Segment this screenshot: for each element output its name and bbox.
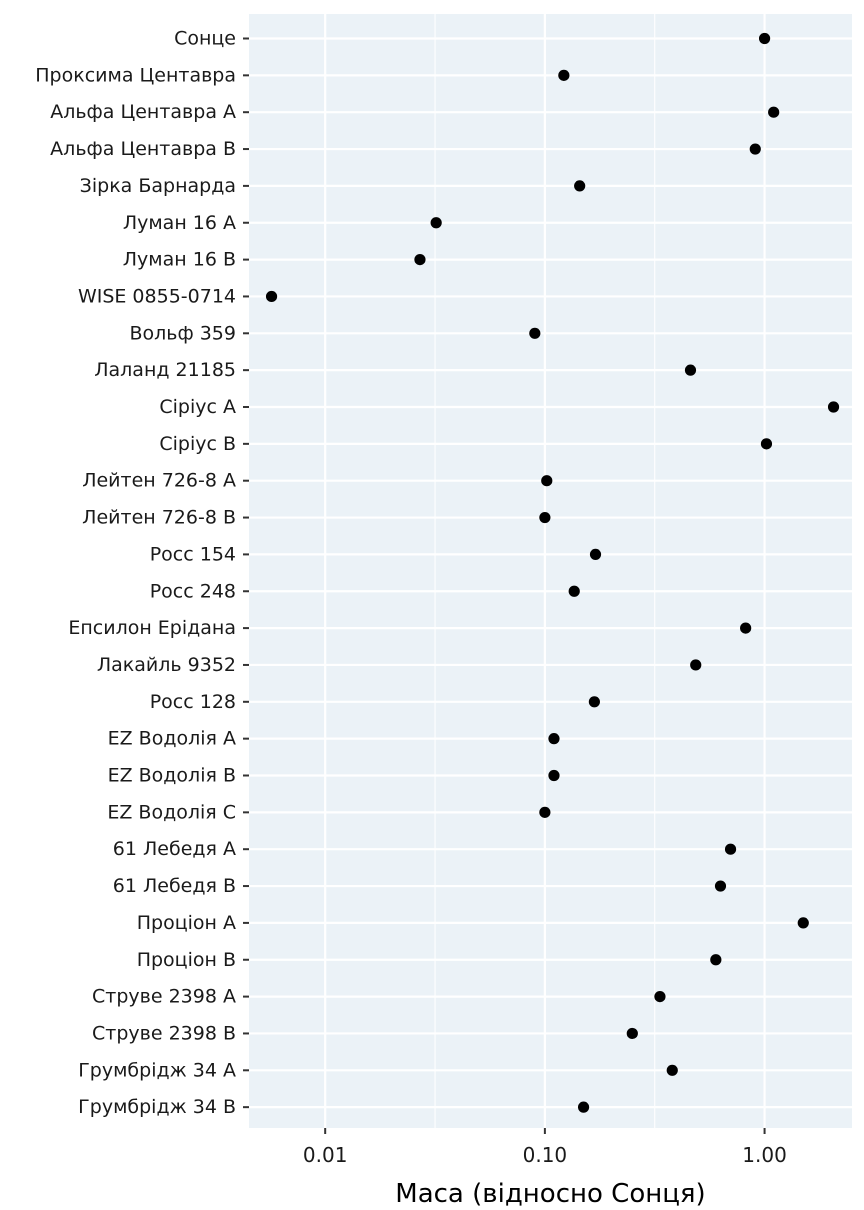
data-point [589, 548, 602, 561]
y-tick-label: Сіріус B [159, 433, 236, 455]
data-point [827, 401, 840, 413]
data-point [797, 917, 809, 929]
y-tick-label: Проціон B [137, 949, 236, 971]
y-tick-label: WISE 0855-0714 [78, 285, 236, 307]
y-tick-label: Росс 154 [150, 543, 236, 565]
data-point [414, 254, 426, 266]
data-point [724, 843, 737, 855]
y-tick-label: 61 Лебедя A [113, 838, 236, 860]
data-point [574, 180, 586, 192]
y-tick-label: Вольф 359 [129, 322, 236, 344]
y-tick-label: Проксима Центавра [35, 64, 236, 86]
data-point [529, 327, 541, 339]
y-tick-label: Альфа Центавра A [50, 101, 236, 123]
y-tick-label: 61 Лебедя B [113, 875, 236, 897]
y-tick-label: EZ Водолія A [108, 728, 236, 750]
y-tick-label: Грумбрідж 34 B [78, 1096, 236, 1118]
x-tick-label: 0.10 [523, 1143, 568, 1167]
data-point [684, 364, 697, 376]
data-point [548, 769, 560, 782]
y-tick-label: Лейтен 726-8 A [82, 470, 236, 492]
y-tick-label: Луман 16 A [123, 212, 236, 234]
y-axis-ticks [243, 37, 249, 1109]
data-point [654, 991, 666, 1003]
x-tick-label: 0.01 [303, 1143, 348, 1167]
y-tick-label: Зірка Барнарда [80, 175, 236, 197]
y-tick-label: Струве 2398 A [92, 986, 236, 1008]
data-point [626, 1027, 638, 1040]
y-tick-label: Проціон A [137, 912, 236, 934]
data-point [714, 880, 727, 892]
data-point [740, 622, 752, 634]
x-tick-label: 1.00 [742, 1143, 787, 1167]
data-point [539, 511, 551, 524]
data-point [541, 475, 553, 487]
y-tick-label: Сонце [174, 28, 236, 50]
data-points [265, 32, 840, 1113]
y-axis-tick-labels: Сонце Проксима Центавра Альфа Центавра A Ал… [35, 28, 236, 1119]
y-tick-label: Росс 248 [150, 580, 236, 602]
y-tick-label: EZ Водолія C [107, 801, 236, 823]
data-point [548, 733, 560, 745]
data-point [690, 659, 702, 671]
y-tick-label: EZ Водолія B [108, 765, 236, 787]
y-tick-label: Росс 128 [150, 691, 236, 713]
y-tick-label: Грумбрідж 34 A [78, 1059, 236, 1081]
data-point [265, 290, 278, 303]
data-point [768, 106, 780, 118]
data-point [760, 438, 773, 450]
data-point [577, 1101, 590, 1113]
plot-panel [249, 14, 852, 1128]
data-point [430, 217, 442, 229]
data-point [588, 696, 600, 708]
data-point [749, 143, 761, 155]
y-tick-label: Альфа Центавра B [50, 138, 236, 160]
y-tick-label: Луман 16 B [123, 249, 236, 271]
data-point [758, 32, 771, 45]
data-point [558, 69, 570, 81]
data-point [666, 1064, 678, 1076]
x-axis-title: Маса (відносно Сонця) [395, 1179, 705, 1209]
data-point [539, 806, 551, 818]
data-point [568, 585, 580, 597]
data-point [710, 954, 722, 966]
y-tick-label: Лейтен 726-8 B [82, 507, 236, 529]
x-gridlines [324, 14, 766, 1128]
y-tick-label: Лакайль 9352 [97, 654, 236, 676]
y-tick-label: Епсилон Ерідана [68, 617, 236, 639]
x-axis-ticks [324, 1128, 766, 1134]
x-axis-tick-labels: 0.01 0.10 1.00 [303, 1143, 787, 1167]
y-tick-label: Струве 2398 B [92, 1022, 236, 1044]
y-tick-label: Сіріус A [159, 396, 236, 418]
y-tick-label: Лаланд 21185 [94, 359, 236, 381]
